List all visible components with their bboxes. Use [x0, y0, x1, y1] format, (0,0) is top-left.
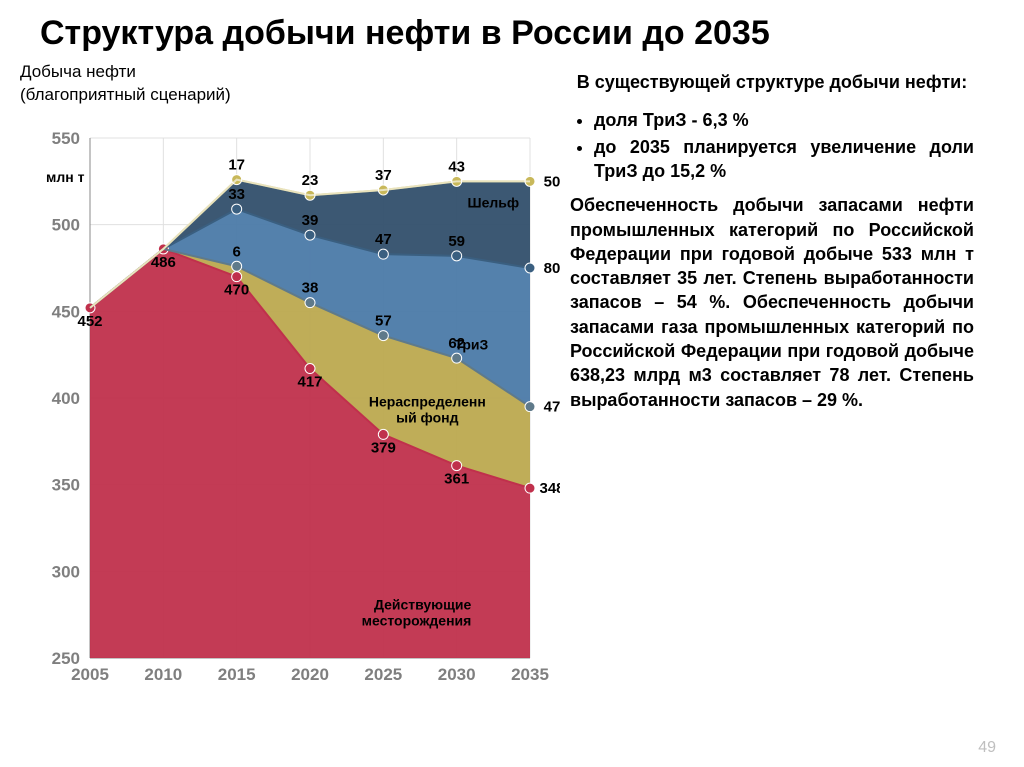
svg-text:350: 350 [52, 475, 80, 494]
svg-text:23: 23 [302, 172, 319, 189]
svg-text:38: 38 [302, 279, 319, 296]
svg-text:2005: 2005 [71, 665, 109, 684]
svg-text:ТриЗ: ТриЗ [454, 336, 488, 352]
svg-text:2025: 2025 [364, 665, 402, 684]
svg-text:470: 470 [224, 281, 249, 298]
svg-text:2035: 2035 [511, 665, 549, 684]
main-row: Добыча нефти (благоприятный сценарий) 25… [0, 53, 1024, 750]
svg-text:47: 47 [544, 398, 560, 415]
svg-text:450: 450 [52, 302, 80, 321]
svg-text:2030: 2030 [438, 665, 476, 684]
svg-text:379: 379 [371, 439, 396, 456]
page-number: 49 [978, 739, 996, 757]
bullet-item: до 2035 планируется увеличение доли ТриЗ… [594, 135, 974, 184]
svg-text:43: 43 [448, 158, 465, 175]
svg-text:550: 550 [52, 129, 80, 148]
svg-text:ый фонд: ый фонд [396, 409, 459, 425]
bullet-list: доля ТриЗ - 6,3 % до 2035 планируется ув… [594, 108, 974, 183]
svg-text:47: 47 [375, 231, 392, 248]
chart-subtitle-1: Добыча нефти [20, 61, 560, 82]
svg-text:300: 300 [52, 562, 80, 581]
text-column: В существующей структуре добычи нефти: д… [560, 53, 1004, 750]
svg-text:80: 80 [544, 260, 560, 277]
text-intro: В существующей структуре добычи нефти: [570, 71, 974, 94]
svg-text:59: 59 [448, 232, 465, 249]
svg-text:50: 50 [544, 173, 560, 190]
svg-text:2015: 2015 [218, 665, 256, 684]
svg-text:Шельф: Шельф [468, 194, 520, 210]
chart-subtitle-2: (благоприятный сценарий) [20, 84, 560, 105]
svg-text:Действующие: Действующие [374, 596, 472, 612]
svg-text:348: 348 [539, 480, 560, 497]
svg-text:2020: 2020 [291, 665, 329, 684]
svg-text:6: 6 [232, 243, 240, 260]
svg-text:17: 17 [228, 156, 245, 173]
svg-text:452: 452 [77, 312, 102, 329]
text-body: Обеспеченность добычи запасами нефти про… [570, 193, 974, 412]
page-title: Структура добычи нефти в России до 2035 [0, 0, 1024, 53]
svg-text:37: 37 [375, 167, 392, 184]
svg-text:39: 39 [302, 212, 319, 229]
svg-text:361: 361 [444, 470, 469, 487]
svg-text:400: 400 [52, 389, 80, 408]
svg-text:месторождения: месторождения [362, 612, 472, 628]
svg-text:500: 500 [52, 215, 80, 234]
svg-text:417: 417 [297, 373, 322, 390]
svg-text:33: 33 [228, 186, 245, 203]
chart-column: Добыча нефти (благоприятный сценарий) 25… [0, 53, 560, 750]
svg-text:млн т: млн т [46, 169, 85, 185]
stacked-area-chart: 2503003504004505005502005201020152020202… [20, 108, 560, 688]
bullet-item: доля ТриЗ - 6,3 % [594, 108, 974, 132]
svg-text:2010: 2010 [144, 665, 182, 684]
svg-text:Нераспределенн: Нераспределенн [369, 393, 486, 409]
svg-text:57: 57 [375, 312, 392, 329]
